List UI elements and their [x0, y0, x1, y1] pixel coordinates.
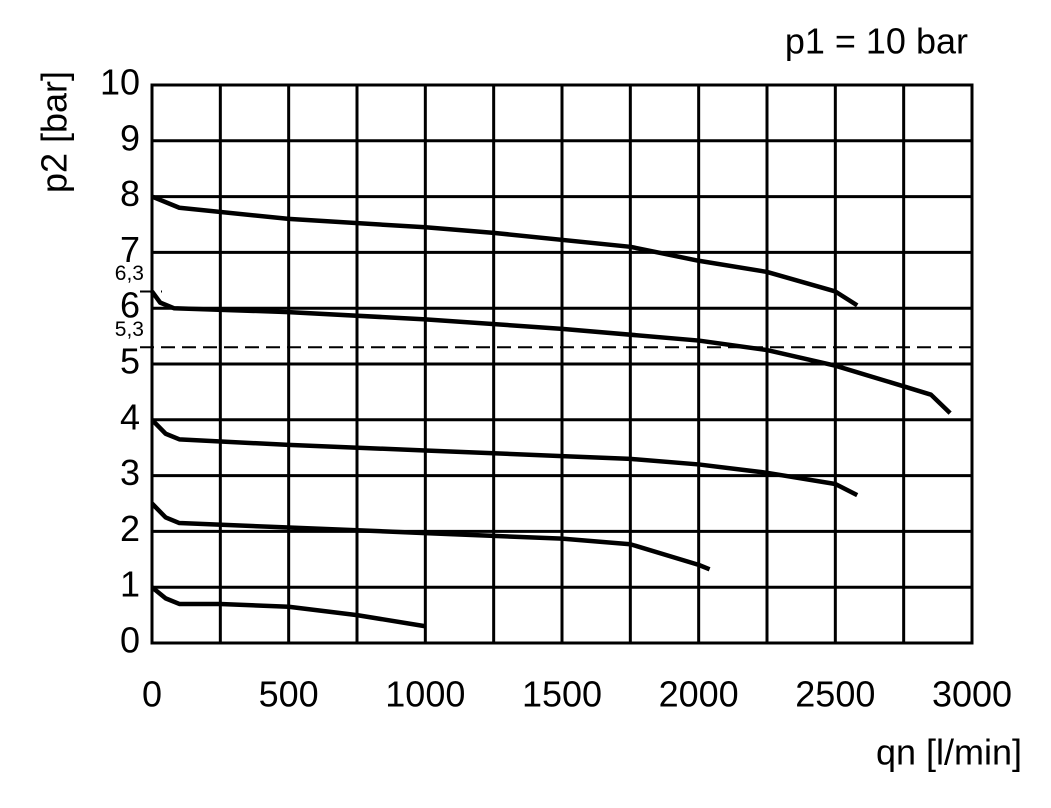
y-axis-label: p2 [bar]: [34, 71, 75, 193]
chart-title: p1 = 10 bar: [785, 21, 968, 62]
x-tick-label: 3000: [932, 674, 1012, 715]
line-series: [150, 418, 859, 498]
x-tick-label: 0: [142, 674, 162, 715]
line-series: [151, 194, 859, 308]
y-tick-label: 10: [100, 62, 140, 103]
y-tick-label: 2: [120, 508, 140, 549]
line-series: [150, 290, 952, 415]
x-tick-label: 1000: [385, 674, 465, 715]
y-tick-label: 0: [120, 620, 140, 661]
x-tick-label: 2500: [795, 674, 875, 715]
line-series: [150, 501, 711, 572]
x-tick-label: 500: [259, 674, 319, 715]
plot-frame: [150, 83, 974, 645]
x-tick-label: 1500: [522, 674, 602, 715]
annotation-label: 6,3: [115, 262, 144, 285]
y-tick-label: 5: [120, 341, 140, 382]
line-series: [150, 585, 426, 629]
y-tick-label: 6: [120, 285, 140, 326]
y-tick-label: 4: [120, 396, 140, 437]
y-tick-label: 1: [120, 564, 140, 605]
y-tick-label: 7: [120, 229, 140, 270]
annotation-label: 5,3: [115, 318, 144, 341]
x-axis-label: qn [l/min]: [876, 732, 1022, 773]
x-tick-label: 2000: [659, 674, 739, 715]
y-tick-label: 8: [120, 173, 140, 214]
y-tick-label: 9: [120, 117, 140, 158]
y-tick-label: 3: [120, 452, 140, 493]
